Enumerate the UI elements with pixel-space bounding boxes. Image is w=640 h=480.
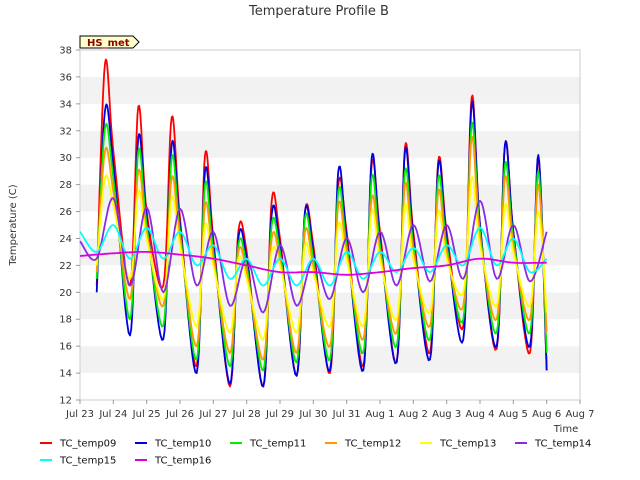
legend-label: TC_temp09 xyxy=(59,439,116,450)
legend-label: TC_temp10 xyxy=(154,439,211,450)
series-line-tc_temp15 xyxy=(79,224,548,287)
x-tick-label: Jul 29 xyxy=(265,409,294,420)
y-axis-label: Temperature (C) xyxy=(8,184,19,266)
x-tick-label: Aug 6 xyxy=(532,409,561,420)
x-tick-label: Jul 24 xyxy=(98,409,127,420)
grid-band xyxy=(80,76,580,104)
grid-band xyxy=(80,157,580,185)
hs-met-badge: HS_met xyxy=(79,35,140,49)
x-tick-label: Jul 30 xyxy=(298,409,327,420)
legend-label: TC_temp16 xyxy=(154,456,211,467)
y-tick-label: 28 xyxy=(59,180,72,191)
chart-title: Temperature Profile B xyxy=(248,4,389,19)
grid-band xyxy=(80,184,580,212)
series-lines xyxy=(79,58,548,388)
y-tick-label: 18 xyxy=(59,315,72,326)
y-axis: 12 14 16 18 20 22 24 26 28 30 32 34 36 38 xyxy=(59,46,80,407)
legend-label: TC_temp13 xyxy=(439,439,496,450)
y-tick-label: 32 xyxy=(59,126,72,137)
x-axis: Jul 23 Jul 24 Jul 25 Jul 26 Jul 27 Jul 28 Jul … xyxy=(65,400,595,420)
x-tick-label: Aug 1 xyxy=(365,409,394,420)
grid-band xyxy=(80,103,580,131)
hs-met-label: HS_met xyxy=(87,38,130,49)
x-tick-label: Jul 27 xyxy=(198,409,227,420)
legend-label: TC_temp11 xyxy=(249,439,306,450)
x-tick-label: Jul 26 xyxy=(165,409,194,420)
grid-band xyxy=(80,50,580,77)
y-tick-label: 16 xyxy=(59,342,72,353)
y-tick-label: 30 xyxy=(59,153,72,164)
y-tick-label: 26 xyxy=(59,207,72,218)
series-line-tc_temp16 xyxy=(79,251,547,276)
x-tick-label: Aug 4 xyxy=(465,409,494,420)
y-tick-label: 24 xyxy=(59,234,72,245)
x-tick-label: Jul 25 xyxy=(132,409,161,420)
grid-band xyxy=(80,130,580,158)
series-line-tc_temp13 xyxy=(95,174,548,341)
grid-band xyxy=(80,373,580,400)
x-tick-label: Aug 3 xyxy=(432,409,461,420)
legend-label: TC_temp12 xyxy=(344,439,401,450)
grid-band xyxy=(80,211,580,239)
x-axis-label: Time xyxy=(553,424,578,435)
x-tick-label: Jul 31 xyxy=(332,409,361,420)
legend-label: TC_temp14 xyxy=(534,439,591,450)
x-tick-label: Jul 23 xyxy=(65,409,94,420)
y-tick-label: 14 xyxy=(59,369,72,380)
y-tick-label: 36 xyxy=(59,72,72,83)
y-tick-label: 12 xyxy=(59,396,72,407)
x-tick-label: Aug 2 xyxy=(399,409,428,420)
series-line-tc_temp12 xyxy=(95,135,548,361)
x-tick-label: Aug 7 xyxy=(565,409,594,420)
plot-frame xyxy=(79,49,581,401)
legend-label: TC_temp15 xyxy=(59,456,116,467)
grid-bands xyxy=(80,50,580,400)
y-tick-label: 22 xyxy=(59,261,72,272)
y-tick-label: 34 xyxy=(59,99,72,110)
legend: TC_temp09 TC_temp10 TC_temp11 TC_temp12 TC_t… xyxy=(40,439,591,467)
y-tick-label: 38 xyxy=(59,46,72,57)
y-tick-label: 20 xyxy=(59,288,72,299)
x-tick-label: Jul 28 xyxy=(232,409,261,420)
x-tick-label: Aug 5 xyxy=(499,409,528,420)
